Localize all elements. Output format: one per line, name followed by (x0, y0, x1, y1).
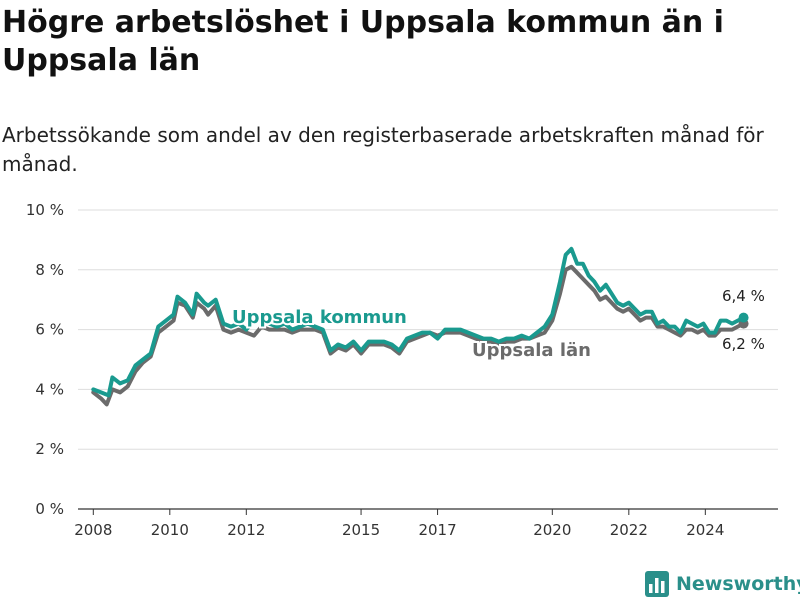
x-axis: 2008 2010 2012 2015 2017 2020 2022 2024 (74, 509, 724, 539)
newsworthy-logo: Newsworthy (645, 570, 800, 598)
end-value-uppsala-kommun: 6,4 % (722, 287, 765, 305)
end-point-kommun (738, 312, 749, 323)
y-tick-label: 4 % (35, 380, 64, 398)
y-tick-label: 0 % (35, 500, 64, 518)
x-tick-label: 2017 (418, 521, 456, 539)
x-tick-label: 2020 (533, 521, 571, 539)
x-tick-label: 2022 (610, 521, 648, 539)
series-label-uppsala-kommun: Uppsala kommun (232, 307, 407, 328)
y-axis: 0 % 2 % 4 % 6 % 8 % 10 % (26, 201, 64, 518)
series-lines (91, 246, 749, 407)
series-labels: Uppsala kommun Uppsala län 6,4 % 6,2 % (230, 287, 765, 363)
end-value-uppsala-lan: 6,2 % (722, 335, 765, 353)
x-tick-label: 2008 (74, 521, 112, 539)
y-tick-label: 2 % (35, 440, 64, 458)
bar-chart-logo-icon (645, 571, 669, 597)
x-tick-label: 2010 (151, 521, 189, 539)
y-tick-label: 10 % (26, 201, 64, 219)
line-chart: 0 % 2 % 4 % 6 % 8 % 10 % 2008 2010 2012 2015 2017… (26, 201, 778, 539)
x-tick-label: 2015 (342, 521, 380, 539)
x-tick-label: 2012 (227, 521, 265, 539)
y-tick-label: 6 % (35, 321, 64, 339)
series-label-uppsala-lan: Uppsala län (472, 340, 591, 361)
brand-name: Newsworthy (676, 573, 800, 595)
gridlines (78, 209, 778, 510)
chart-title: Högre arbetslöshet i Uppsala kommun än i… (2, 5, 724, 78)
y-tick-label: 8 % (35, 261, 64, 279)
series-line-kommun (91, 246, 746, 398)
x-tick-label: 2024 (686, 521, 724, 539)
chart-subtitle: Arbetssökande som andel av den registerb… (2, 123, 764, 176)
